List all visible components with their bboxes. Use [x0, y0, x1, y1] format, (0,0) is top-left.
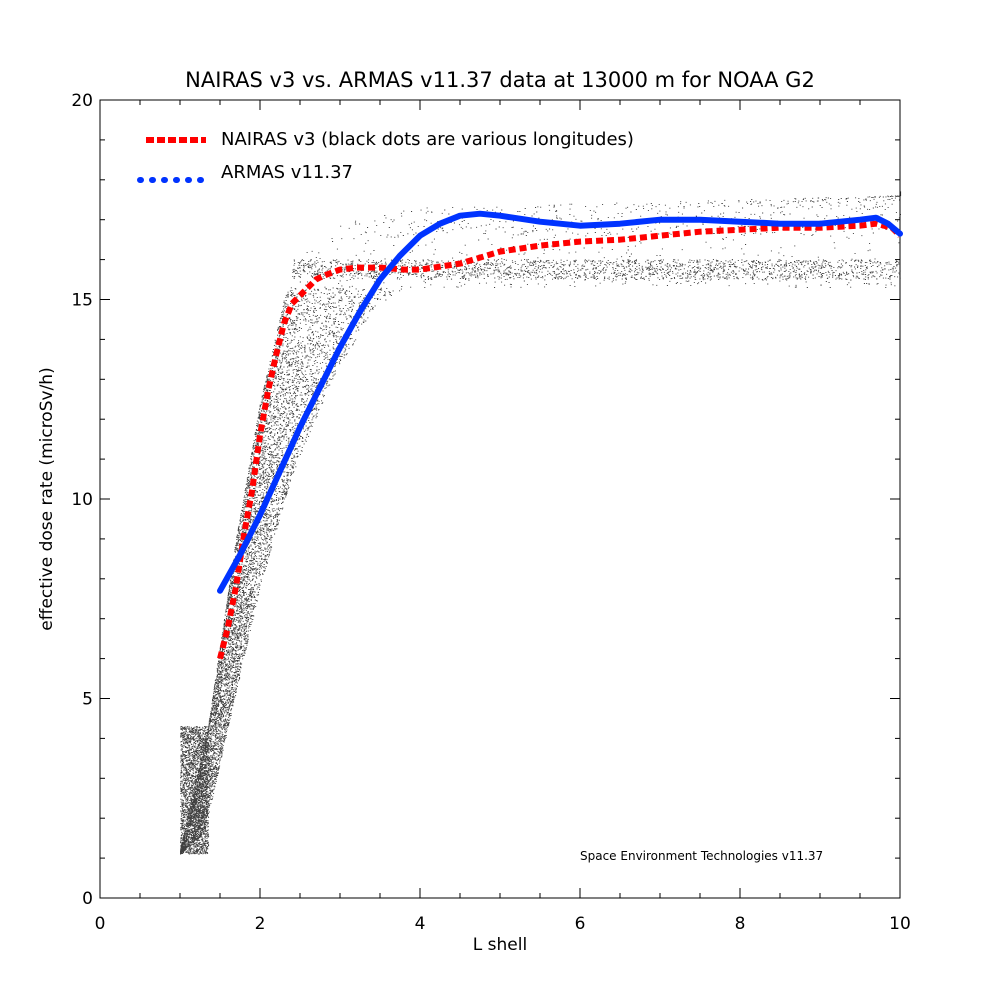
y-axis-label: effective dose rate (microSv/h) — [37, 367, 57, 630]
series-nairas-line — [217, 220, 903, 660]
series-lines — [217, 210, 903, 660]
legend-label-armas: ARMAS v11.37 — [221, 162, 353, 183]
y-tick-label: 10 — [71, 490, 93, 510]
legend: NAIRAS v3 (black dots are various longit… — [137, 129, 634, 183]
y-tick-label: 0 — [82, 889, 93, 909]
axis-ticks: 0 2 4 6 8 10 0 5 10 15 20 — [71, 91, 910, 934]
y-tick-label: 15 — [71, 291, 93, 311]
x-axis-label: L shell — [473, 935, 527, 955]
x-tick-label: 0 — [95, 914, 106, 934]
x-tick-label: 6 — [575, 914, 586, 934]
y-tick-label: 20 — [71, 91, 93, 111]
x-tick-label: 2 — [255, 914, 266, 934]
legend-label-nairas: NAIRAS v3 (black dots are various longit… — [221, 129, 634, 150]
x-tick-label: 10 — [889, 914, 911, 934]
x-tick-label: 8 — [735, 914, 746, 934]
chart-title: NAIRAS v3 vs. ARMAS v11.37 data at 13000… — [185, 68, 815, 92]
credit-annotation: Space Environment Technologies v11.37 — [580, 849, 823, 863]
series-armas-line — [217, 210, 903, 594]
y-tick-label: 5 — [82, 690, 93, 710]
x-tick-label: 4 — [415, 914, 426, 934]
